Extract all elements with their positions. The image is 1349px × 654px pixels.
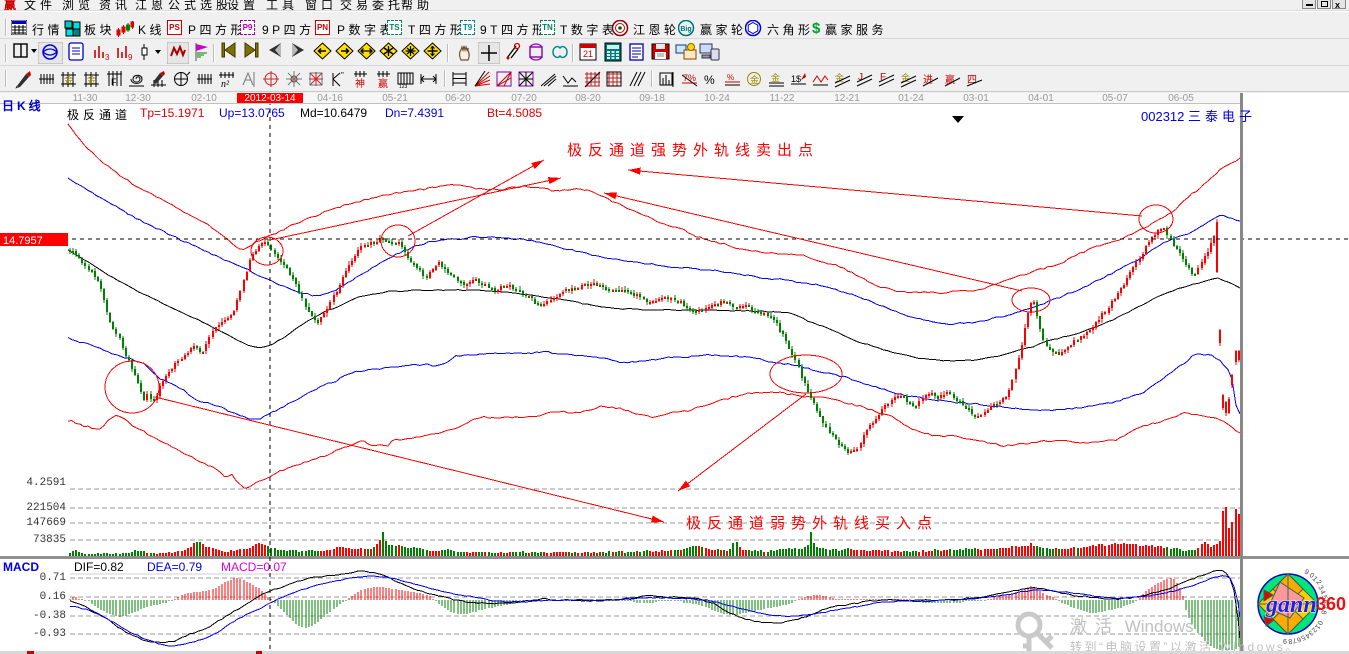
svg-text:": " [341,71,344,80]
svg-text:gann: gann [1265,592,1317,618]
svg-text:9: 9 [1303,569,1310,577]
svg-text:金: 金 [64,74,73,85]
svg-text:2: 2 [1310,626,1318,634]
svg-text:9: 9 [1283,637,1287,644]
svg-text:2: 2 [1314,579,1322,586]
svg-text:赢: 赢 [945,73,955,86]
svg-text:n²: n² [221,79,230,89]
svg-text:%: % [704,73,715,87]
svg-text:金: 金 [750,74,759,85]
svg-text:7: 7 [1321,605,1328,609]
svg-text:3: 3 [1307,628,1315,636]
svg-text:5: 5 [1320,595,1328,601]
svg-text:3: 3 [105,53,110,62]
svg-text:1$: 1$ [791,74,801,84]
svg-text:Big: Big [680,26,691,33]
svg-text:四: 四 [967,75,977,86]
svg-text:14.7957: 14.7957 [3,235,43,247]
svg-text:21: 21 [583,49,593,59]
svg-text:7%: 7% [683,73,696,83]
svg-text:7: 7 [1292,636,1297,644]
svg-text:金: 金 [771,72,780,83]
svg-text:6: 6 [1321,599,1328,604]
svg-text:5: 5 [1300,633,1307,641]
svg-text:360: 360 [1316,594,1346,614]
svg-text:F: F [880,72,886,83]
svg-text:6: 6 [1296,635,1302,643]
svg-text:金: 金 [901,72,910,83]
svg-text:4: 4 [1318,589,1326,595]
svg-text:123: 123 [399,84,408,89]
svg-text:J: J [858,72,863,83]
svg-text:赢: 赢 [378,77,388,89]
svg-text:%: % [727,73,734,82]
svg-text:1: 1 [1311,575,1319,583]
svg-text:进: 进 [923,74,933,86]
svg-text:金: 金 [835,72,844,83]
svg-text:0: 0 [1315,619,1323,626]
svg-text:4: 4 [1304,631,1311,639]
svg-text:8: 8 [1288,637,1293,644]
svg-text:8: 8 [1319,610,1327,615]
svg-text:3: 3 [1316,585,1324,592]
svg-text:9: 9 [128,53,133,62]
svg-text:F: F [111,77,117,87]
svg-text:神: 神 [355,77,365,89]
svg-text:金: 金 [87,74,96,85]
svg-text:0: 0 [1308,572,1315,580]
svg-text:1: 1 [1313,623,1321,630]
